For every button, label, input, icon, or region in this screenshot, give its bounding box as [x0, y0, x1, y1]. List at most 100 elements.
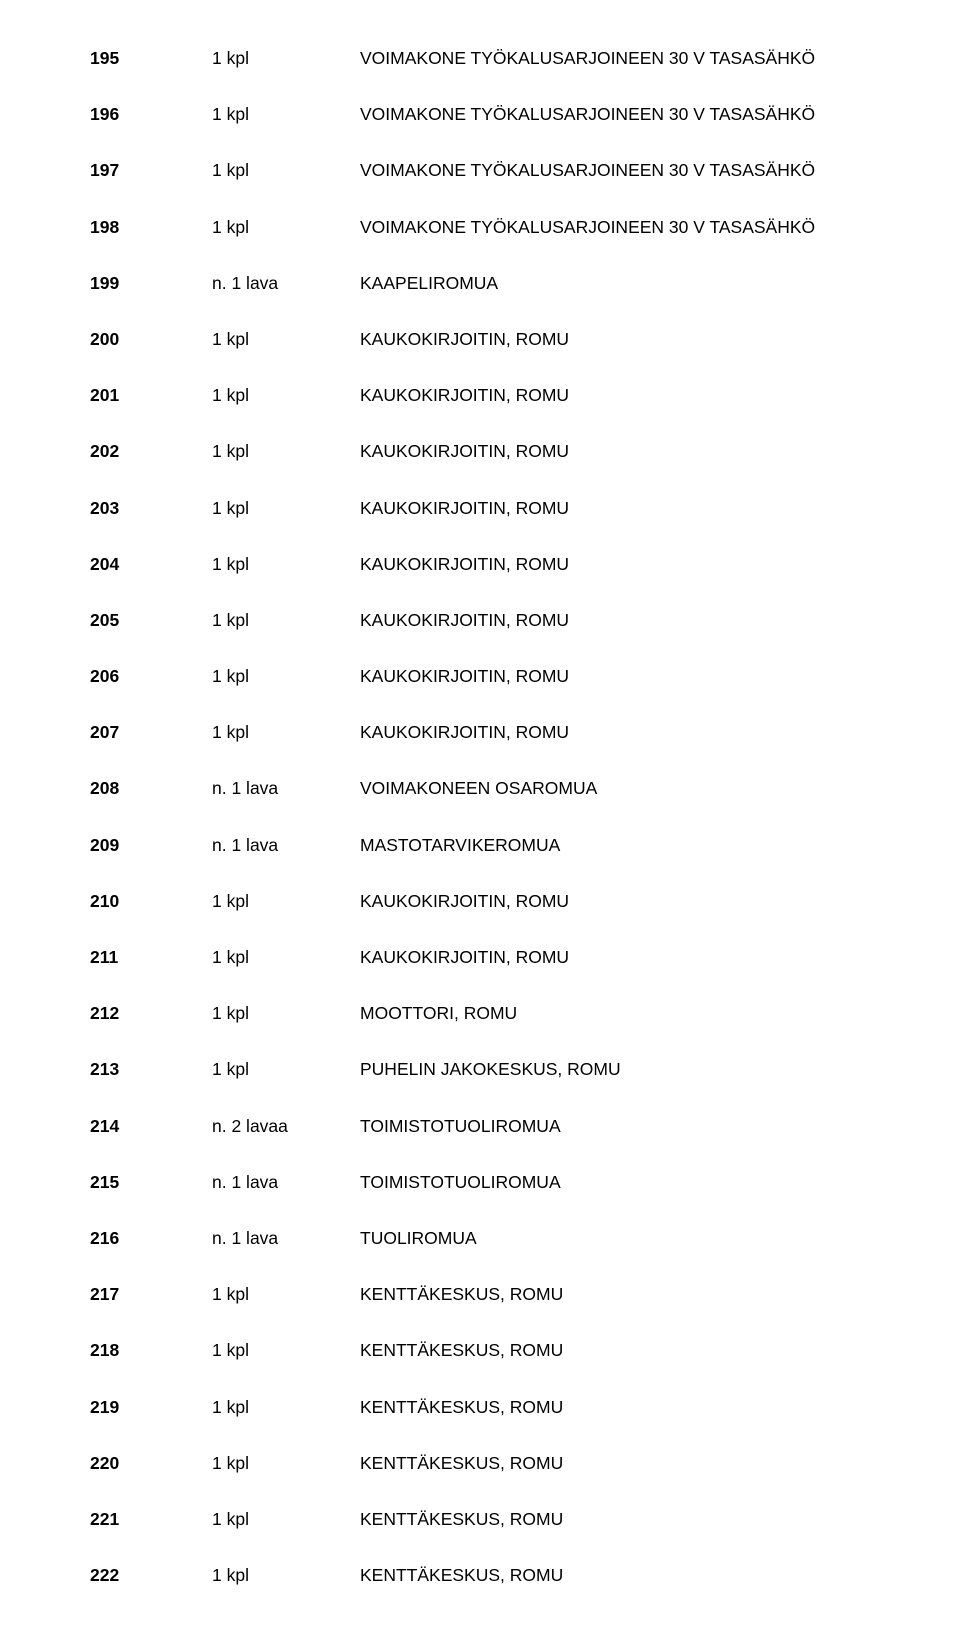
item-number: 195: [90, 48, 212, 69]
list-item: 2121 kplMOOTTORI, ROMU: [90, 1003, 870, 1024]
item-description: KAUKOKIRJOITIN, ROMU: [360, 385, 870, 406]
item-description: TUOLIROMUA: [360, 1228, 870, 1249]
item-description: VOIMAKONE TYÖKALUSARJOINEEN 30 V TASASÄH…: [360, 48, 870, 69]
item-quantity: n. 1 lava: [212, 273, 360, 294]
document-page: 1951 kplVOIMAKONE TYÖKALUSARJOINEEN 30 V…: [0, 0, 960, 1646]
item-description: MASTOTARVIKEROMUA: [360, 835, 870, 856]
list-item: 1951 kplVOIMAKONE TYÖKALUSARJOINEEN 30 V…: [90, 48, 870, 69]
list-item: 2171 kplKENTTÄKESKUS, ROMU: [90, 1284, 870, 1305]
list-item: 2221 kplKENTTÄKESKUS, ROMU: [90, 1565, 870, 1586]
item-description: VOIMAKONE TYÖKALUSARJOINEEN 30 V TASASÄH…: [360, 217, 870, 238]
item-number: 221: [90, 1509, 212, 1530]
item-description: KAUKOKIRJOITIN, ROMU: [360, 554, 870, 575]
item-description: VOIMAKONE TYÖKALUSARJOINEEN 30 V TASASÄH…: [360, 104, 870, 125]
list-item: 2071 kplKAUKOKIRJOITIN, ROMU: [90, 722, 870, 743]
list-item: 216n. 1 lavaTUOLIROMUA: [90, 1228, 870, 1249]
item-description: KAAPELIROMUA: [360, 273, 870, 294]
item-number: 209: [90, 835, 212, 856]
item-description: KAUKOKIRJOITIN, ROMU: [360, 947, 870, 968]
item-quantity: 1 kpl: [212, 329, 360, 350]
item-quantity: 1 kpl: [212, 1059, 360, 1080]
item-description: KAUKOKIRJOITIN, ROMU: [360, 329, 870, 350]
item-quantity: 1 kpl: [212, 1565, 360, 1586]
item-quantity: n. 1 lava: [212, 1172, 360, 1193]
list-item: 2131 kplPUHELIN JAKOKESKUS, ROMU: [90, 1059, 870, 1080]
item-number: 202: [90, 441, 212, 462]
list-item: 2191 kplKENTTÄKESKUS, ROMU: [90, 1397, 870, 1418]
item-number: 204: [90, 554, 212, 575]
item-number: 216: [90, 1228, 212, 1249]
list-item: 215n. 1 lavaTOIMISTOTUOLIROMUA: [90, 1172, 870, 1193]
item-description: MOOTTORI, ROMU: [360, 1003, 870, 1024]
item-number: 212: [90, 1003, 212, 1024]
item-quantity: 1 kpl: [212, 1453, 360, 1474]
item-number: 198: [90, 217, 212, 238]
item-quantity: 1 kpl: [212, 441, 360, 462]
list-item: 2211 kplKENTTÄKESKUS, ROMU: [90, 1509, 870, 1530]
item-number: 206: [90, 666, 212, 687]
list-item: 2101 kplKAUKOKIRJOITIN, ROMU: [90, 891, 870, 912]
list-item: 2111 kplKAUKOKIRJOITIN, ROMU: [90, 947, 870, 968]
item-number: 210: [90, 891, 212, 912]
item-number: 200: [90, 329, 212, 350]
item-quantity: 1 kpl: [212, 1397, 360, 1418]
item-quantity: 1 kpl: [212, 498, 360, 519]
item-number: 213: [90, 1059, 212, 1080]
item-quantity: 1 kpl: [212, 666, 360, 687]
list-item: 2021 kplKAUKOKIRJOITIN, ROMU: [90, 441, 870, 462]
item-quantity: 1 kpl: [212, 160, 360, 181]
list-item: 2181 kplKENTTÄKESKUS, ROMU: [90, 1340, 870, 1361]
item-description: KENTTÄKESKUS, ROMU: [360, 1509, 870, 1530]
list-item: 209n. 1 lavaMASTOTARVIKEROMUA: [90, 835, 870, 856]
item-number: 219: [90, 1397, 212, 1418]
item-quantity: 1 kpl: [212, 1003, 360, 1024]
item-number: 207: [90, 722, 212, 743]
item-description: KENTTÄKESKUS, ROMU: [360, 1284, 870, 1305]
item-quantity: 1 kpl: [212, 104, 360, 125]
item-description: VOIMAKONEEN OSAROMUA: [360, 778, 870, 799]
list-item: 1961 kplVOIMAKONE TYÖKALUSARJOINEEN 30 V…: [90, 104, 870, 125]
item-quantity: n. 2 lavaa: [212, 1116, 360, 1137]
item-number: 222: [90, 1565, 212, 1586]
list-item: 2061 kplKAUKOKIRJOITIN, ROMU: [90, 666, 870, 687]
item-description: KAUKOKIRJOITIN, ROMU: [360, 441, 870, 462]
item-number: 201: [90, 385, 212, 406]
item-number: 220: [90, 1453, 212, 1474]
item-number: 196: [90, 104, 212, 125]
list-item: 1971 kplVOIMAKONE TYÖKALUSARJOINEEN 30 V…: [90, 160, 870, 181]
item-description: KENTTÄKESKUS, ROMU: [360, 1340, 870, 1361]
item-number: 208: [90, 778, 212, 799]
item-quantity: 1 kpl: [212, 1340, 360, 1361]
item-description: PUHELIN JAKOKESKUS, ROMU: [360, 1059, 870, 1080]
item-description: KAUKOKIRJOITIN, ROMU: [360, 666, 870, 687]
list-item: 2011 kplKAUKOKIRJOITIN, ROMU: [90, 385, 870, 406]
list-item: 2201 kplKENTTÄKESKUS, ROMU: [90, 1453, 870, 1474]
list-item: 2041 kplKAUKOKIRJOITIN, ROMU: [90, 554, 870, 575]
list-item: 2001 kplKAUKOKIRJOITIN, ROMU: [90, 329, 870, 350]
item-number: 211: [90, 947, 212, 968]
item-quantity: 1 kpl: [212, 385, 360, 406]
item-description: TOIMISTOTUOLIROMUA: [360, 1172, 870, 1193]
item-number: 217: [90, 1284, 212, 1305]
item-description: TOIMISTOTUOLIROMUA: [360, 1116, 870, 1137]
list-item: 208n. 1 lavaVOIMAKONEEN OSAROMUA: [90, 778, 870, 799]
item-quantity: n. 1 lava: [212, 835, 360, 856]
item-number: 199: [90, 273, 212, 294]
list-item: 214n. 2 lavaaTOIMISTOTUOLIROMUA: [90, 1116, 870, 1137]
item-quantity: 1 kpl: [212, 1284, 360, 1305]
item-description: KENTTÄKESKUS, ROMU: [360, 1453, 870, 1474]
item-quantity: n. 1 lava: [212, 778, 360, 799]
item-description: KAUKOKIRJOITIN, ROMU: [360, 610, 870, 631]
item-quantity: 1 kpl: [212, 722, 360, 743]
item-quantity: 1 kpl: [212, 947, 360, 968]
item-number: 205: [90, 610, 212, 631]
item-quantity: 1 kpl: [212, 554, 360, 575]
item-quantity: 1 kpl: [212, 48, 360, 69]
item-number: 203: [90, 498, 212, 519]
list-item: 199n. 1 lavaKAAPELIROMUA: [90, 273, 870, 294]
item-quantity: n. 1 lava: [212, 1228, 360, 1249]
item-number: 218: [90, 1340, 212, 1361]
list-item: 1981 kplVOIMAKONE TYÖKALUSARJOINEEN 30 V…: [90, 217, 870, 238]
item-quantity: 1 kpl: [212, 610, 360, 631]
item-description: KAUKOKIRJOITIN, ROMU: [360, 498, 870, 519]
